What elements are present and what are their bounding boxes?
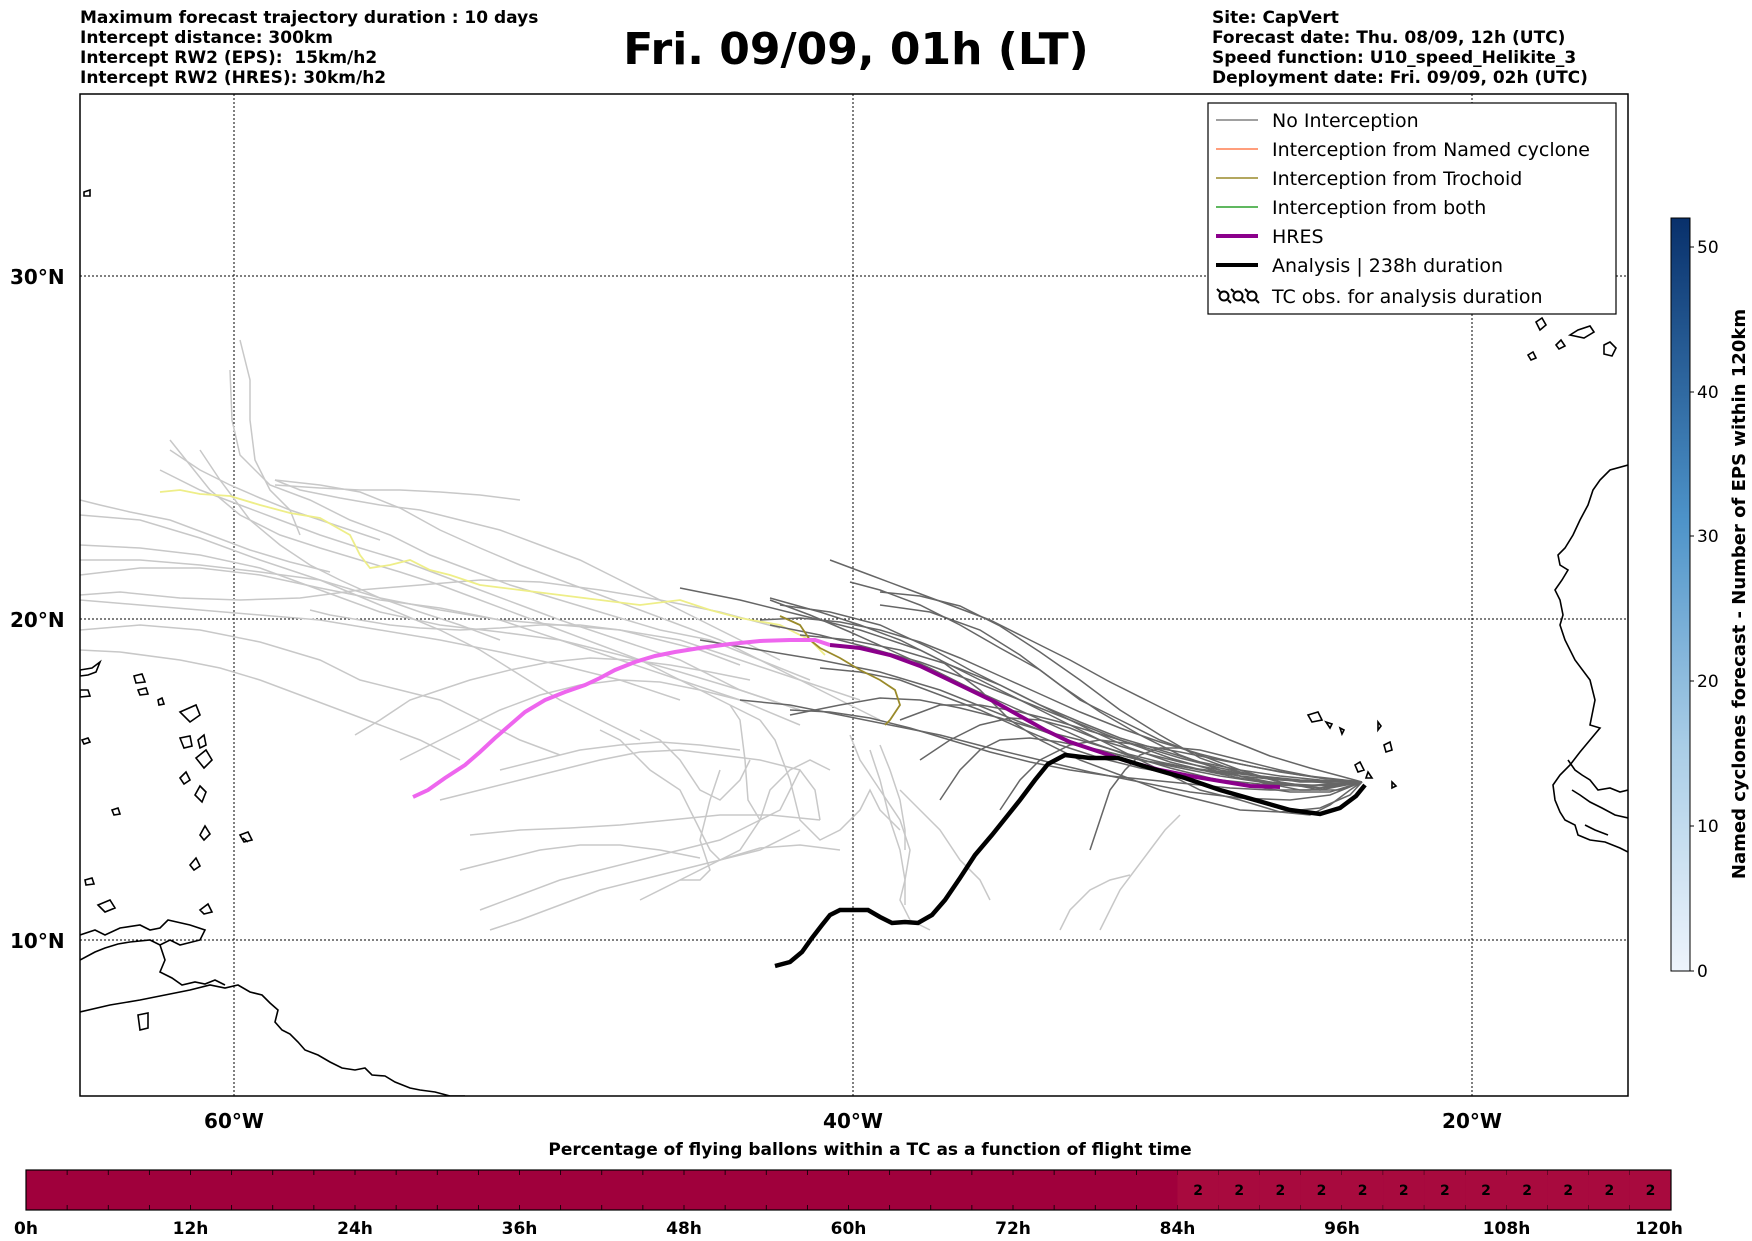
site-info: Site: CapVert Forecast date: Thu. 08/09,… — [1212, 8, 1588, 88]
tc-symbol-icon — [1216, 288, 1260, 304]
time-label-60h: 60h — [831, 1219, 867, 1239]
eps-trajectories-dark — [679, 559, 1363, 851]
coastline-south-america — [80, 984, 465, 1096]
analysis-trajectory — [774, 752, 1367, 969]
coastline-islands-1 — [84, 687, 254, 915]
progress-cell — [1177, 1170, 1219, 1210]
lon-label-60w: 60°W — [204, 1109, 264, 1130]
progress-cell-value: 2 — [1440, 1183, 1450, 1199]
time-label-120h: 120h — [1635, 1219, 1683, 1239]
coastline-africa — [1552, 464, 1628, 853]
progress-cell — [1588, 1170, 1630, 1210]
progress-cell — [1629, 1170, 1671, 1210]
progress-cells: 2 2 2 2 2 2 2 2 2 2 2 2 — [25, 1170, 1671, 1210]
time-label-0h: 0h — [14, 1219, 38, 1239]
legend-label-named-cyclone: Interception from Named cyclone — [1272, 139, 1590, 161]
lat-label-10n: 10°N — [10, 929, 65, 953]
progress-cell — [1383, 1170, 1425, 1210]
progress-cell-value: 2 — [1563, 1183, 1573, 1199]
trochoid-trajectory-dark — [779, 615, 901, 726]
map-frame — [79, 93, 1629, 1097]
progress-title: Percentage of flying ballons within a TC… — [548, 1140, 1192, 1160]
time-label-72h: 72h — [995, 1219, 1031, 1239]
lat-label-30n: 30°N — [10, 265, 65, 289]
forecast-date-text: Forecast date: Thu. 08/09, 12h (UTC) — [1212, 28, 1566, 48]
forecast-parameters: Maximum forecast trajectory duration : 1… — [80, 8, 538, 88]
colorbar-tick-20: 20 — [1697, 672, 1719, 692]
time-label-108h: 108h — [1483, 1219, 1531, 1239]
coastlines — [80, 188, 1628, 1096]
progress-cell-value: 2 — [1646, 1183, 1656, 1199]
progress-cell-value: 2 — [1275, 1183, 1285, 1199]
eps-trajectories-light — [80, 339, 1181, 931]
intercept-eps-text: Intercept RW2 (EPS): 15km/h2 — [80, 48, 378, 68]
legend-box — [1207, 102, 1617, 315]
progress-cell — [1218, 1170, 1260, 1210]
progress-cell — [1342, 1170, 1384, 1210]
time-label-96h: 96h — [1324, 1219, 1360, 1239]
coastline-caribbean-coast — [80, 919, 207, 961]
colorbar-tick-30: 30 — [1697, 527, 1719, 547]
progress-cell-value: 2 — [1358, 1183, 1368, 1199]
progress-cell — [1465, 1170, 1507, 1210]
intercept-hres-text: Intercept RW2 (HRES): 30km/h2 — [80, 68, 387, 88]
colorbar-gradient — [1670, 217, 1691, 972]
colorbar-tick-50: 50 — [1697, 238, 1719, 258]
coastline-trinidad — [137, 1012, 149, 1031]
time-label-84h: 84h — [1160, 1219, 1196, 1239]
hres-trajectory-dark — [829, 643, 1281, 789]
legend-label-tc-obs: TC obs. for analysis duration — [1271, 286, 1543, 308]
legend-label-hres: HRES — [1272, 226, 1324, 248]
intercept-distance-text: Intercept distance: 300km — [80, 28, 333, 48]
progress-cell-value: 2 — [1481, 1183, 1491, 1199]
legend-label-both: Interception from both — [1272, 197, 1486, 219]
colorbar-label: Named cyclones forecast - Number of EPS … — [1729, 309, 1750, 879]
colorbar-tick-10: 10 — [1697, 817, 1719, 837]
time-label-48h: 48h — [666, 1219, 702, 1239]
progress-cell — [1547, 1170, 1589, 1210]
deployment-date-text: Deployment date: Fri. 09/09, 02h (UTC) — [1212, 68, 1588, 88]
progress-cell-value: 2 — [1522, 1183, 1532, 1199]
lat-label-20n: 20°N — [10, 608, 65, 632]
legend-label-no-interception: No Interception — [1272, 110, 1419, 132]
max-duration-text: Maximum forecast trajectory duration : 1… — [80, 8, 539, 28]
time-label-36h: 36h — [502, 1219, 538, 1239]
progress-cell — [1506, 1170, 1548, 1210]
coastline-islands-2 — [80, 188, 147, 816]
legend: No Interception Interception from Named … — [1207, 102, 1617, 315]
progress-cell-value: 2 — [1317, 1183, 1327, 1199]
progress-cell-value: 2 — [1234, 1183, 1244, 1199]
legend-label-trochoid: Interception from Trochoid — [1272, 168, 1522, 190]
colorbar-tick-0: 0 — [1697, 962, 1708, 982]
hres-trajectory-light — [412, 638, 831, 799]
time-label-24h: 24h — [337, 1219, 373, 1239]
site-text: Site: CapVert — [1212, 8, 1339, 28]
page-title: Fri. 09/09, 01h (LT) — [623, 24, 1089, 75]
progress-bar-frame — [25, 1169, 1672, 1211]
coastline-cape-verde — [1306, 711, 1398, 790]
coastline-venezuela-north — [158, 944, 226, 986]
speed-function-text: Speed function: U10_speed_Helikite_3 — [1212, 48, 1577, 68]
lon-label-40w: 40°W — [823, 1109, 883, 1130]
time-label-12h: 12h — [173, 1219, 209, 1239]
coastline-canary-islands — [1526, 316, 1617, 361]
progress-cell-value: 2 — [1399, 1183, 1409, 1199]
colorbar-tick-40: 40 — [1697, 383, 1719, 403]
lon-label-20w: 20°W — [1442, 1109, 1502, 1130]
trajectory-map: 30°N 20°N 10°N 60°W 40°W 20°W No Interce… — [10, 93, 1750, 1130]
progress-cell-value: 2 — [1193, 1183, 1203, 1199]
trochoid-trajectory-light — [159, 489, 826, 656]
legend-label-analysis: Analysis | 238h duration — [1272, 255, 1503, 277]
progress-cell — [1259, 1170, 1301, 1210]
progress-cell-value: 2 — [1604, 1183, 1614, 1199]
colorbar: 0 10 20 30 40 50 Named cyclones forecast… — [1670, 217, 1750, 982]
progress-cell — [1300, 1170, 1342, 1210]
progress-cell — [1424, 1170, 1466, 1210]
coastline-africa-west — [1567, 759, 1628, 836]
